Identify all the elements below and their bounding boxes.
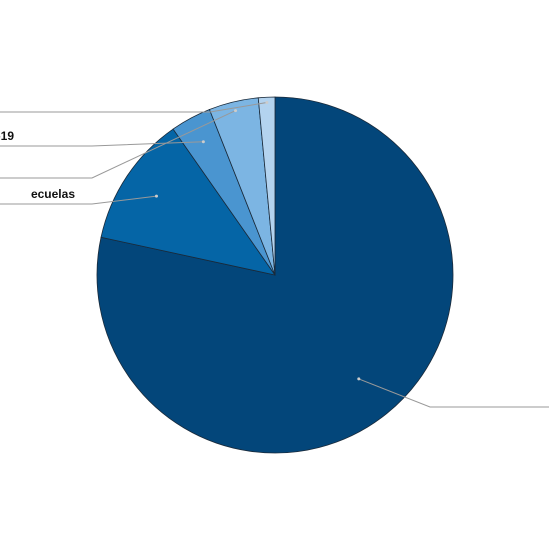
leader-line — [358, 378, 549, 408]
leader-line — [0, 110, 236, 179]
leader-line — [0, 102, 267, 113]
slice-label: -19 — [0, 129, 14, 143]
leader-dot — [154, 194, 158, 198]
leader-line — [0, 195, 157, 205]
leader-dot — [234, 109, 238, 113]
leader-dot — [201, 140, 205, 144]
slice-label: ecuelas — [31, 187, 75, 201]
pie-slice — [257, 96, 276, 276]
pie-slice — [100, 128, 276, 276]
leader-dot — [265, 101, 269, 105]
leader-dot — [357, 377, 361, 381]
